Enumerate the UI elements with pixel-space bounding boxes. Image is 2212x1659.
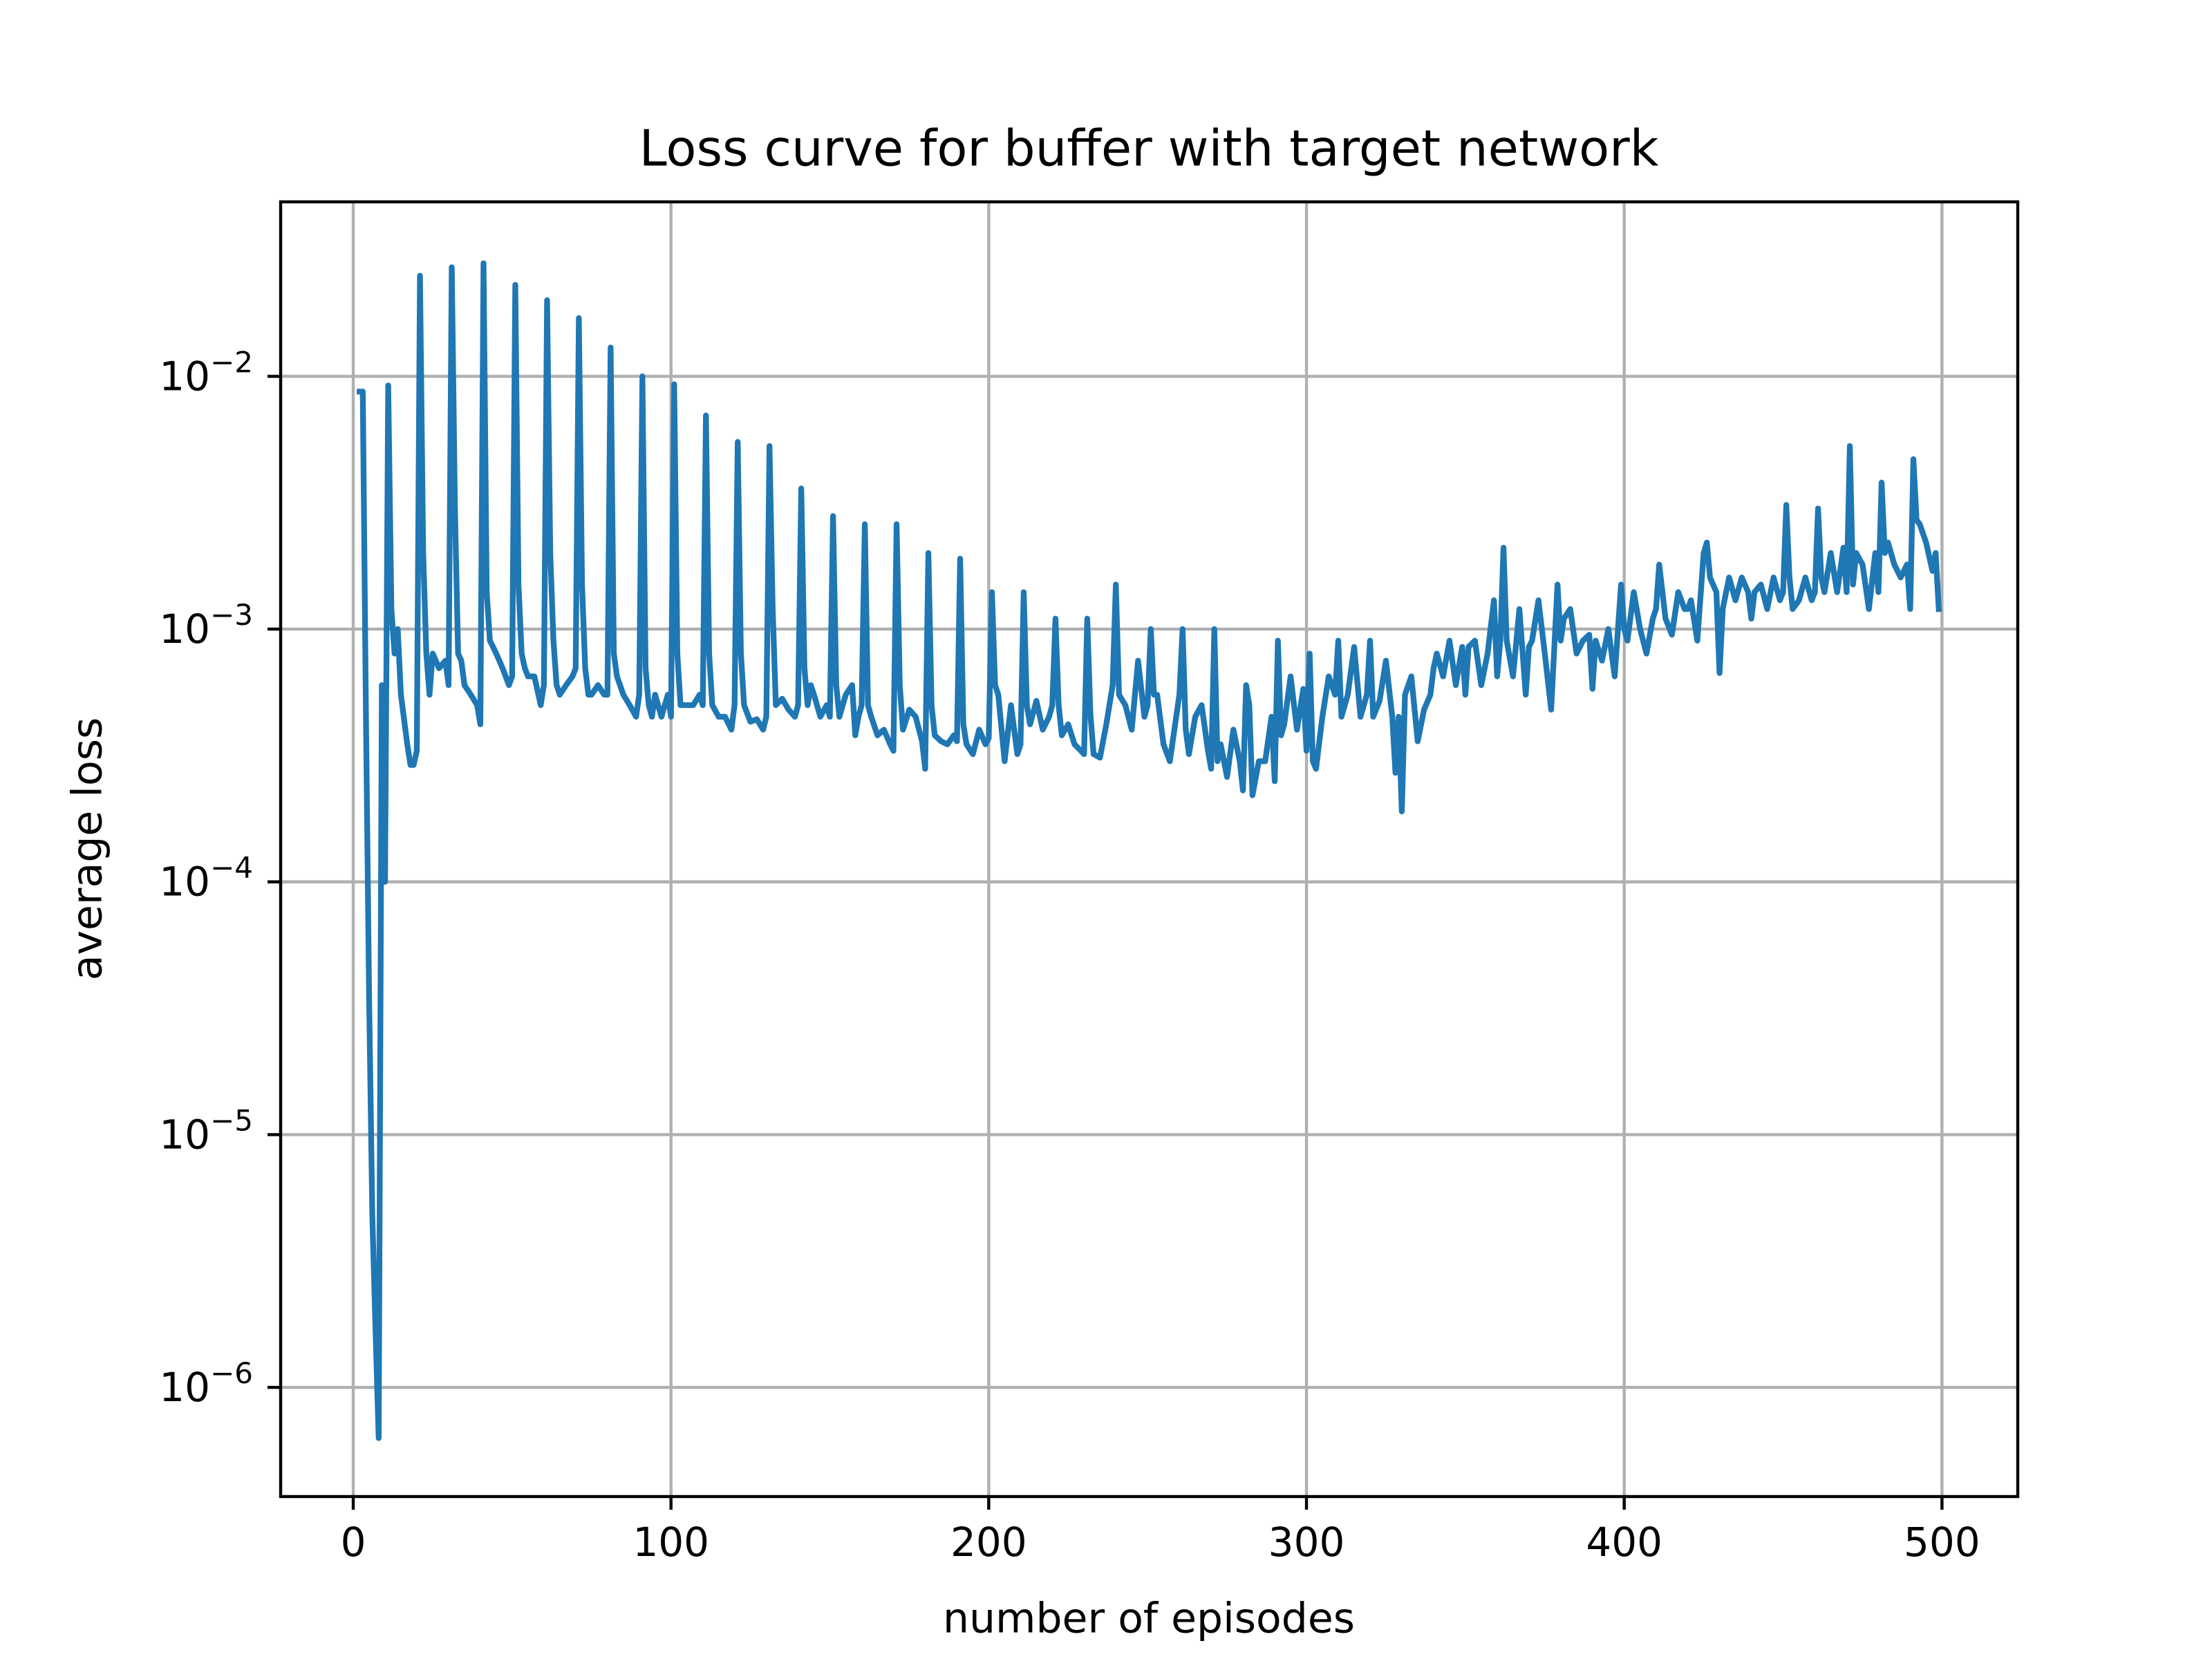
x-axis-label: number of episodes xyxy=(943,1595,1355,1643)
y-tick-label: 10−6 xyxy=(159,1356,253,1411)
y-axis-label: average loss xyxy=(64,718,112,981)
y-tick-label: 10−2 xyxy=(159,345,253,400)
y-tick-label: 10−4 xyxy=(159,851,253,906)
x-tick-label: 0 xyxy=(341,1519,366,1566)
x-tick-label: 500 xyxy=(1904,1519,1980,1566)
x-tick-label: 100 xyxy=(632,1519,709,1566)
x-tick-label: 300 xyxy=(1268,1519,1345,1566)
data-line xyxy=(357,260,1942,1441)
x-tick-label: 400 xyxy=(1586,1519,1662,1566)
y-tick-label: 10−3 xyxy=(159,598,253,653)
chart-title: Loss curve for buffer with target networ… xyxy=(639,120,1659,178)
axes-frame xyxy=(279,200,2020,1499)
y-tick-label: 10−5 xyxy=(159,1103,253,1158)
x-tick-label: 200 xyxy=(950,1519,1027,1566)
